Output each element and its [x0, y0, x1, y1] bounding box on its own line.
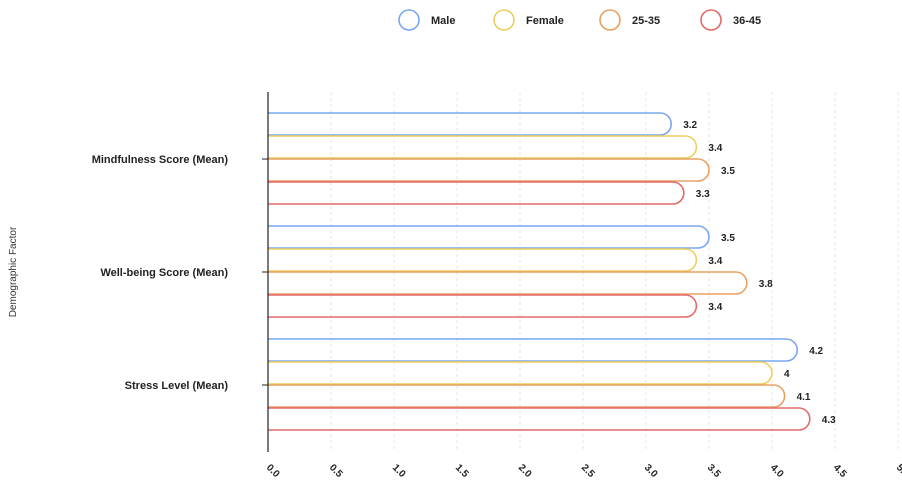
legend-label: 36-45 — [733, 15, 761, 27]
x-tick-labels-group: 0.0 0.5 1.0 1.5 2.0 2.5 3.0 3.5 4.0 4.5 5.0 — [264, 462, 902, 480]
bar — [268, 158, 710, 182]
x-tick-label: 4.0 — [768, 462, 786, 480]
bar — [268, 248, 698, 272]
legend-label: 25-35 — [632, 15, 660, 27]
x-tick-label: 5.0 — [894, 462, 902, 480]
data-label: 4.3 — [822, 415, 836, 426]
legend-label: Male — [431, 15, 455, 27]
bar — [268, 135, 698, 159]
data-label: 3.8 — [759, 279, 773, 290]
bar — [268, 271, 748, 295]
data-label: 4.1 — [797, 392, 811, 403]
data-label: 3.2 — [683, 120, 697, 131]
bar — [268, 225, 710, 249]
data-label: 3.4 — [708, 143, 722, 154]
x-tick-label: 2.0 — [516, 462, 534, 480]
legend-marker — [493, 9, 515, 31]
x-tick-label: 1.5 — [453, 462, 471, 480]
bar — [268, 361, 773, 385]
data-label: 3.5 — [721, 166, 735, 177]
axes-group — [262, 92, 269, 452]
category-label: Well-being Score (Mean) — [100, 267, 228, 279]
legend-marker — [700, 9, 722, 31]
legend-marker — [398, 9, 420, 31]
legend-label: Female — [526, 15, 564, 27]
category-label: Mindfulness Score (Mean) — [92, 154, 229, 166]
data-label: 3.3 — [696, 189, 710, 200]
value-labels-group: 3.2 3.4 3.5 3.3 3.5 3.4 3.8 3.4 4.2 4 4.1 4.3 — [683, 120, 836, 426]
bar — [268, 338, 798, 362]
x-tick-label: 1.0 — [390, 462, 408, 480]
x-tick-label: 0.5 — [327, 462, 345, 480]
x-tick-label: 3.0 — [642, 462, 660, 480]
bar — [268, 112, 672, 136]
category-labels-group: Mindfulness Score (Mean) Well-being Score… — [92, 154, 229, 392]
x-tick-label: 0.0 — [264, 462, 282, 480]
data-label: 3.4 — [708, 302, 722, 313]
y-axis-title: Demographic Factor — [8, 226, 19, 317]
data-label: 4 — [784, 369, 790, 380]
x-tick-label: 4.5 — [831, 462, 849, 480]
data-label: 3.4 — [708, 256, 722, 267]
bar — [268, 181, 685, 205]
x-tick-label: 3.5 — [705, 462, 723, 480]
legend-marker — [599, 9, 621, 31]
data-label: 4.2 — [809, 346, 823, 357]
bar — [268, 407, 811, 431]
bar — [268, 384, 786, 408]
data-label: 3.5 — [721, 233, 735, 244]
category-label: Stress Level (Mean) — [125, 380, 229, 392]
legend: Male Female 25-35 36-45 — [398, 9, 761, 31]
bars-group — [268, 112, 811, 431]
bar — [268, 294, 698, 318]
x-tick-label: 2.5 — [579, 462, 597, 480]
